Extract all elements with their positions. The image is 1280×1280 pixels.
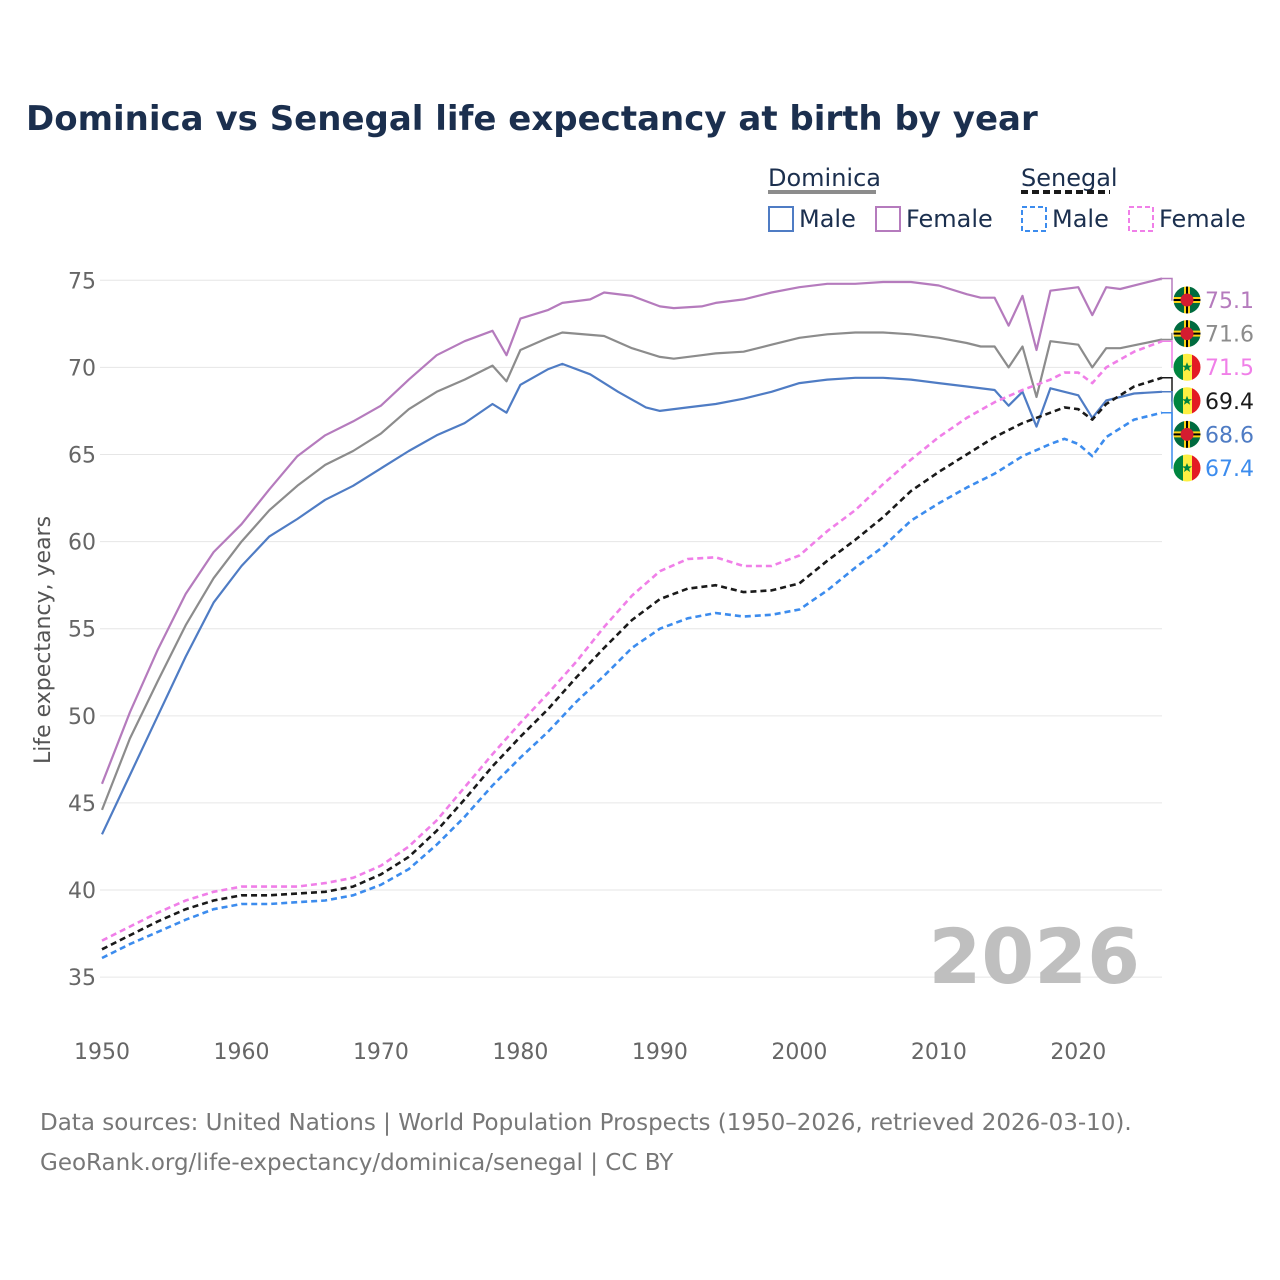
x-tick-label: 2000 (771, 1040, 827, 1065)
x-tick-label: 1990 (632, 1040, 688, 1065)
end-label-connector (1162, 332, 1173, 341)
x-tick-label: 2020 (1050, 1040, 1106, 1065)
year-watermark: 2026 (928, 912, 1140, 1001)
legend-dominica-female-swatch (875, 206, 901, 232)
y-tick-label: 40 (68, 879, 96, 904)
series-line-dominica-male (101, 362, 1163, 835)
dominica-flag-icon (1172, 285, 1202, 315)
end-label-connector (1162, 277, 1173, 301)
series-line-senegal-total (101, 376, 1163, 951)
y-tick-label: 55 (68, 618, 96, 643)
chart-title: Dominica vs Senegal life expectancy at b… (26, 99, 1038, 139)
series-line-senegal-female (101, 339, 1163, 942)
end-labels: 75.1 71.6 71.5 69.4 68.6 67.4 (1162, 277, 1254, 483)
end-label-senegal-male: 67.4 (1205, 457, 1254, 482)
legend-senegal-male-label: Male (1052, 205, 1109, 233)
x-tick-label: 2010 (911, 1040, 967, 1065)
y-tick-label: 60 (68, 531, 96, 556)
legend-dominica-male-label: Male (799, 205, 856, 233)
legend: Dominica Male Female Senegal Male Female (768, 164, 1246, 233)
x-tick-label: 1970 (353, 1040, 409, 1065)
y-tick-label: 75 (68, 269, 96, 294)
y-tick-label: 35 (68, 966, 96, 991)
grid (100, 279, 1162, 978)
legend-dominica-male-swatch (768, 206, 794, 232)
legend-group-dominica: Dominica (768, 164, 881, 192)
end-label-senegal-female: 71.5 (1205, 356, 1254, 381)
legend-dominica-female-label: Female (906, 205, 993, 233)
series-line-dominica-female (100, 277, 1163, 785)
series-line-senegal-male (101, 411, 1163, 960)
series-lines (100, 277, 1163, 960)
senegal-flag-icon (1172, 352, 1202, 382)
y-tick-label: 50 (68, 705, 96, 730)
x-tick-label: 1950 (74, 1040, 130, 1065)
y-tick-label: 45 (68, 792, 96, 817)
x-tick-label: 1960 (213, 1040, 269, 1065)
legend-senegal-male-swatch (1021, 206, 1047, 232)
x-tick-label: 1980 (492, 1040, 548, 1065)
legend-senegal-female-label: Female (1159, 205, 1246, 233)
senegal-flag-icon (1172, 453, 1202, 483)
end-label-connector (1162, 411, 1173, 469)
end-label-dominica-female: 75.1 (1205, 289, 1254, 314)
legend-group-senegal: Senegal (1021, 164, 1118, 192)
senegal-flag-icon (1172, 386, 1202, 416)
y-tick-label: 70 (68, 356, 96, 381)
series-line-dominica-total (100, 331, 1163, 811)
y-axis-ticks: 35 40 45 50 55 60 65 70 75 (68, 269, 96, 991)
dominica-flag-icon (1172, 419, 1202, 449)
source-line-1: Data sources: United Nations | World Pop… (40, 1110, 1132, 1136)
end-label-connector (1162, 340, 1173, 368)
dominica-flag-icon (1172, 319, 1202, 349)
y-tick-label: 65 (68, 443, 96, 468)
end-label-dominica-total: 71.6 (1205, 323, 1254, 348)
y-axis-label: Life expectancy, years (31, 516, 56, 764)
source-line-2: GeoRank.org/life-expectancy/dominica/sen… (40, 1150, 674, 1176)
x-axis-ticks: 1950 1960 1970 1980 1990 2000 2010 2020 (74, 1040, 1106, 1065)
end-label-dominica-male: 68.6 (1205, 423, 1254, 448)
legend-senegal-female-swatch (1128, 206, 1154, 232)
end-label-senegal-total: 69.4 (1205, 390, 1254, 415)
